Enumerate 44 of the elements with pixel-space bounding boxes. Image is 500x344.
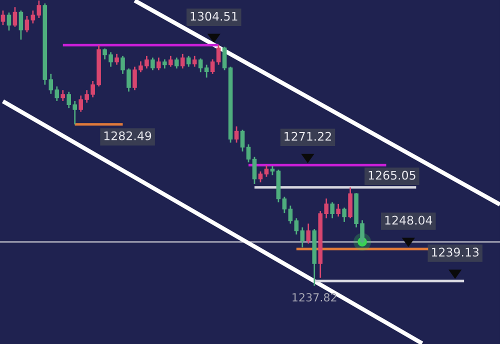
candlestick [222, 46, 227, 71]
candlestick [168, 55, 173, 68]
candlestick [186, 55, 191, 68]
candlestick [252, 156, 257, 185]
candlestick [234, 126, 239, 144]
candlestick [300, 226, 305, 248]
candlestick [258, 170, 263, 183]
text: 1237.82 [292, 293, 336, 302]
candlestick [216, 44, 221, 66]
candlestick [282, 196, 287, 214]
candlestick [246, 144, 251, 163]
annotation: 1304.51 [190, 12, 238, 21]
candlestick [336, 203, 340, 218]
annotation: 1248.04 [385, 216, 432, 225]
candlestick [12, 6, 18, 28]
candlestick [294, 218, 299, 236]
annotation: 1265.05 [368, 170, 416, 180]
annotation: 1239.13 [432, 248, 479, 257]
candlestick [114, 53, 119, 66]
candlestick [36, 0, 42, 19]
candlestick [162, 58, 167, 70]
candlestick [210, 58, 215, 75]
candlestick [150, 56, 155, 71]
candlestick [330, 202, 334, 219]
candlestick [6, 12, 12, 32]
candlestick [180, 53, 185, 70]
candlestick [198, 58, 203, 73]
candlestick [204, 64, 209, 78]
candlestick [174, 56, 179, 70]
candlestick [18, 10, 24, 40]
candlestick [192, 55, 197, 68]
candlestick [348, 186, 352, 219]
candlestick [156, 56, 161, 71]
candlestick [60, 89, 66, 102]
candlestick [342, 206, 346, 223]
annotation: 1271.22 [284, 132, 331, 141]
candlestick [240, 129, 245, 152]
candlestick [264, 164, 269, 178]
candlestick [30, 10, 36, 24]
annotation: 1282.49 [104, 131, 152, 140]
candlestick [270, 165, 275, 176]
candlestick [306, 222, 311, 244]
candlestick [288, 204, 293, 224]
candlestick [24, 15, 30, 33]
